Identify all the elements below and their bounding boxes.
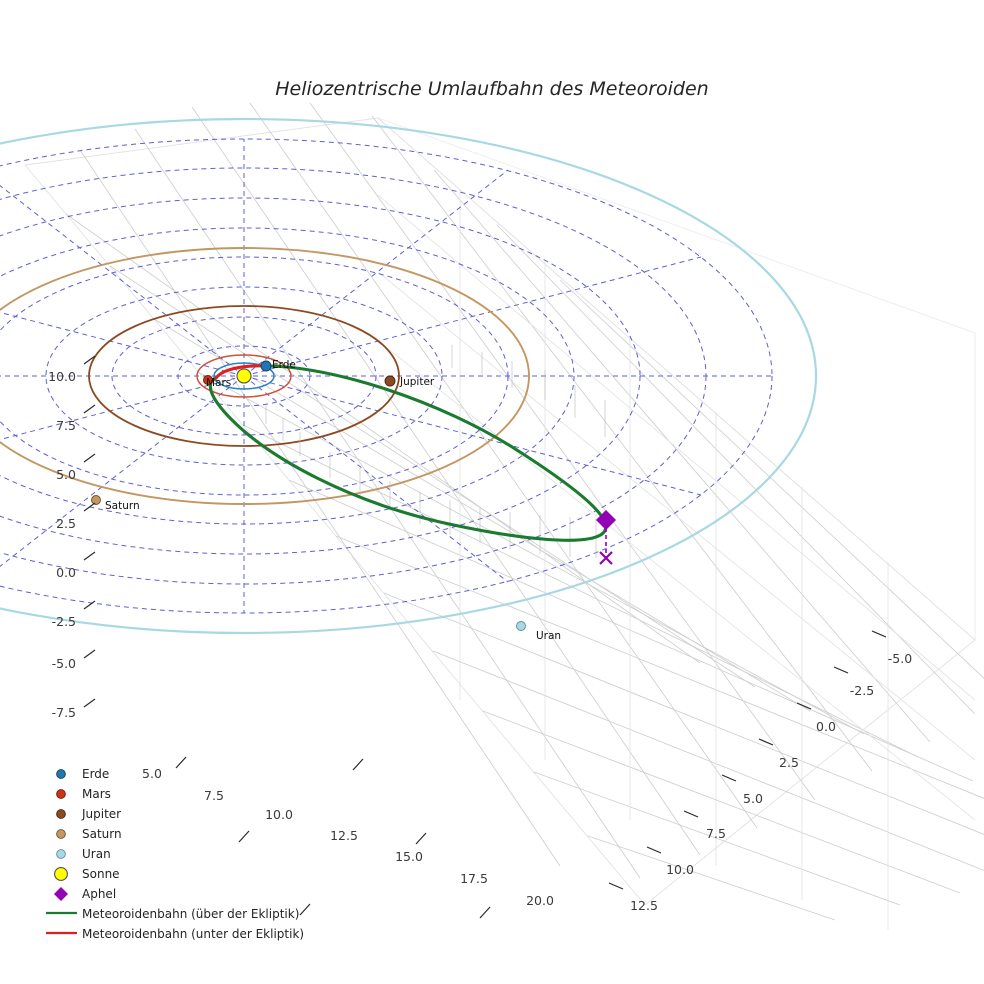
legend-label-erde[interactable]: Erde (82, 767, 109, 781)
legend-marker-aphel (54, 887, 68, 901)
legend-marker-saturn (56, 829, 66, 839)
wall-grid-horizontal (377, 117, 976, 821)
meteoroid-orbit-below-ecliptic (214, 364, 268, 380)
label-mars: Mars (206, 377, 231, 389)
y-tick-3: 2.5 (779, 755, 799, 770)
body-labels: Erde Mars Jupiter Saturn Uran (105, 359, 561, 642)
orbit-erde (213, 362, 275, 390)
z-tick-6: -5.0 (52, 656, 76, 671)
y-tick-7: 12.5 (630, 898, 658, 913)
y-tick-0: -5.0 (888, 651, 912, 666)
polar-grid (0, 138, 773, 614)
body-marker-uran (516, 621, 526, 631)
legend-label-jupiter[interactable]: Jupiter (81, 807, 121, 821)
aphel-marker (596, 510, 616, 530)
y-tick-6: 10.0 (666, 862, 694, 877)
legend-label-sonne[interactable]: Sonne (82, 867, 120, 881)
y-tick-5: 7.5 (706, 826, 726, 841)
label-jupiter: Jupiter (399, 376, 435, 388)
legend-marker-mars (56, 789, 66, 799)
z-axis: 10.0 7.5 5.0 2.5 0.0 -2.5 -5.0 -7.5 (48, 355, 96, 720)
label-saturn: Saturn (105, 500, 140, 512)
legend-label-orbit-below[interactable]: Meteoroidenbahn (unter der Ekliptik) (82, 927, 304, 941)
celestial-bodies (91, 360, 526, 631)
aphel-group (596, 510, 616, 565)
body-marker-jupiter (384, 375, 396, 387)
legend-marker-uran (56, 849, 66, 859)
z-tick-2: 5.0 (56, 467, 76, 482)
orbit-saturn (0, 247, 530, 505)
label-erde: Erde (272, 359, 296, 371)
orbit-jupiter (88, 305, 400, 447)
legend-label-orbit-above[interactable]: Meteoroidenbahn (über der Ekliptik) (82, 907, 299, 921)
x-tick-6: 20.0 (526, 893, 554, 908)
legend-label-saturn[interactable]: Saturn (82, 827, 122, 841)
x-tick-2: 10.0 (265, 807, 293, 822)
y-tick-2: 0.0 (816, 719, 836, 734)
legend-marker-jupiter (56, 809, 66, 819)
z-tick-4: 0.0 (56, 565, 76, 580)
aphel-projection-marker (599, 551, 613, 565)
x-tick-0: 5.0 (142, 766, 162, 781)
z-tick-1: 7.5 (56, 418, 76, 433)
floor-grid-x (65, 213, 984, 921)
body-marker-mars (203, 375, 213, 385)
orbit-mars (196, 354, 292, 398)
z-tick-7: -7.5 (52, 705, 76, 720)
z-tick-0: 10.0 (48, 369, 76, 384)
wall-grid (459, 190, 889, 930)
page-title: Heliozentrische Umlaufbahn des Meteoroid… (275, 78, 708, 100)
axes-3d-panes (24, 102, 984, 930)
x-tick-4: 15.0 (395, 849, 423, 864)
polar-rays (0, 139, 772, 613)
x-tick-1: 7.5 (204, 788, 224, 803)
y-tick-4: 5.0 (743, 791, 763, 806)
meteoroid-orbit-above-ecliptic (208, 364, 608, 542)
body-marker-erde (260, 360, 272, 372)
x-axis: 5.0 7.5 10.0 12.5 15.0 17.5 20.0 (142, 756, 554, 919)
body-marker-saturn (91, 495, 101, 505)
legend-marker-erde (56, 769, 66, 779)
z-tick-3: 2.5 (56, 516, 76, 531)
legend-label-uran[interactable]: Uran (82, 847, 111, 861)
planet-orbits (0, 117, 818, 635)
x-tick-3: 12.5 (330, 828, 358, 843)
legend-marker-sonne (54, 867, 68, 881)
body-marker-sonne (236, 368, 252, 384)
y-axis: -5.0 -2.5 0.0 2.5 5.0 7.5 10.0 12.5 (608, 630, 912, 913)
orbit-uran (0, 117, 818, 635)
label-uran: Uran (536, 630, 561, 642)
z-tick-5: -2.5 (52, 614, 76, 629)
y-tick-1: -2.5 (850, 683, 874, 698)
x-tick-5: 17.5 (460, 871, 488, 886)
legend-label-mars[interactable]: Mars (82, 787, 111, 801)
meteoroid-orbit (208, 364, 608, 542)
legend-label-aphel[interactable]: Aphel (82, 887, 116, 901)
floor-grid-y (79, 102, 984, 879)
legend: Erde Mars Jupiter Saturn Uran Sonne Aphe… (46, 767, 304, 941)
